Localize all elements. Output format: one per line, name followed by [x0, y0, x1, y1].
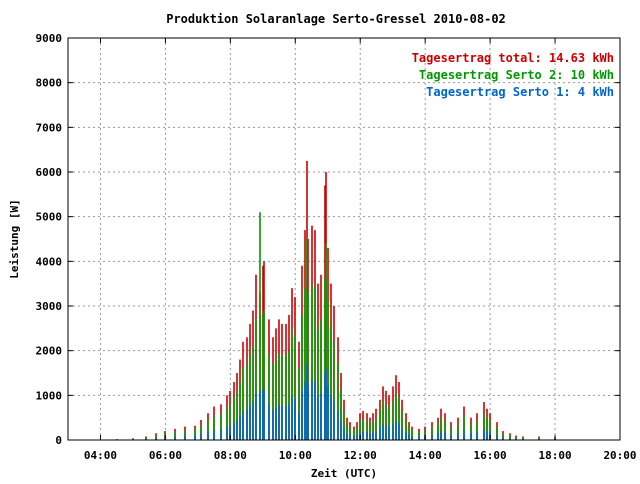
x-tick-label: 18:00: [538, 449, 571, 462]
y-tick-label: 7000: [36, 121, 63, 134]
y-tick-label: 5000: [36, 211, 63, 224]
x-tick-label: 16:00: [474, 449, 507, 462]
plot-frame: [67, 37, 621, 441]
chart-title: Produktion Solaranlage Serto-Gressel 201…: [166, 12, 506, 26]
y-axis-label: Leistung [W]: [8, 199, 21, 278]
series-0: [116, 160, 556, 440]
x-tick-label: 12:00: [344, 449, 377, 462]
y-tick-label: 3000: [36, 300, 63, 313]
x-tick-label: 04:00: [84, 449, 117, 462]
ticks-layer: 0 1000 2000 3000 4000 5000 6000 7000 8000 9000 04:…: [36, 32, 637, 462]
x-tick-label: 10:00: [279, 449, 312, 462]
y-tick-label: 6000: [36, 166, 63, 179]
y-tick-label: 0: [55, 434, 62, 447]
y-tick-label: 4000: [36, 255, 63, 268]
x-tick-label: 08:00: [214, 449, 247, 462]
y-tick-label: 8000: [36, 77, 63, 90]
y-tick-label: 2000: [36, 345, 63, 358]
bars-layer: [116, 160, 556, 440]
x-axis-label: Zeit (UTC): [311, 467, 377, 480]
y-tick-label: 1000: [36, 389, 63, 402]
series-2: [116, 364, 556, 440]
legend-entry: Tagesertrag total: 14.63 kWh: [412, 51, 614, 65]
legend-layer: Tagesertrag total: 14.63 kWh Tagesertrag …: [412, 51, 614, 99]
x-tick-label: 14:00: [409, 449, 442, 462]
legend-entry: Tagesertrag Serto 1: 4 kWh: [426, 85, 614, 99]
legend-entry: Tagesertrag Serto 2: 10 kWh: [419, 68, 614, 82]
x-tick-label: 20:00: [603, 449, 636, 462]
grid-layer: [68, 38, 620, 440]
y-tick-label: 9000: [36, 32, 63, 45]
series-1: [116, 212, 556, 440]
x-tick-label: 06:00: [149, 449, 182, 462]
